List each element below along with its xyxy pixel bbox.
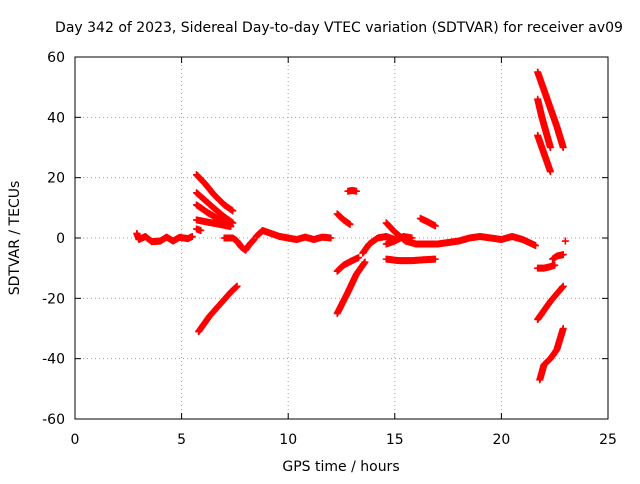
series-6 [195, 282, 241, 336]
data-point [559, 325, 567, 332]
x-tick-label: 25 [599, 432, 617, 448]
axes: 0 5 10 15 20 25 -60 -40 -20 0 20 40 60 [42, 50, 617, 448]
data-points [133, 68, 569, 384]
series-20 [534, 95, 554, 151]
data-point [346, 220, 354, 228]
y-tick-label: 60 [47, 50, 65, 66]
series-10 [333, 258, 369, 317]
series-22 [534, 282, 567, 323]
data-point [551, 261, 559, 269]
series-25 [549, 251, 567, 263]
data-point [233, 282, 241, 290]
data-point [431, 255, 439, 263]
x-axis-label: GPS time / hours [282, 459, 399, 475]
series-4 [193, 216, 235, 231]
y-tick-label: 20 [47, 171, 65, 187]
data-point [227, 223, 235, 231]
y-tick-label: -40 [42, 352, 65, 368]
series-16 [382, 232, 416, 248]
y-tick-label: 40 [47, 110, 65, 126]
series-0 [133, 229, 196, 246]
x-tick-label: 20 [492, 432, 510, 448]
x-tick-label: 5 [177, 432, 186, 448]
series-17 [416, 214, 439, 230]
y-axis-label: SDTVAR / TECUs [7, 181, 23, 296]
data-point [355, 254, 363, 262]
series-5 [193, 225, 205, 234]
data-point [188, 232, 196, 240]
y-tick-label: -60 [42, 412, 65, 428]
series-23 [536, 325, 567, 384]
series-9 [333, 210, 354, 228]
series-12 [344, 186, 360, 195]
data-point [532, 242, 540, 250]
y-tick-label: -20 [42, 291, 65, 307]
series-8 [252, 226, 335, 244]
series-15 [382, 255, 439, 265]
x-tick-label: 10 [279, 432, 297, 448]
data-point [561, 237, 569, 245]
data-point [352, 187, 360, 195]
data-point [546, 144, 554, 151]
series-19 [534, 68, 567, 151]
series-18 [412, 232, 540, 250]
x-tick-label: 0 [71, 432, 80, 448]
data-point [361, 258, 369, 266]
data-point [559, 282, 567, 290]
data-point [546, 168, 554, 176]
y-tick-label: 0 [56, 231, 65, 247]
data-point [229, 207, 237, 215]
series-11 [333, 254, 363, 275]
data-point [559, 144, 567, 151]
data-point [327, 234, 335, 242]
chart-title: Day 342 of 2023, Sidereal Day-to-day VTE… [55, 20, 623, 36]
series-24 [534, 261, 559, 272]
data-point [408, 234, 416, 242]
data-point [197, 226, 205, 234]
series-1 [193, 171, 237, 215]
data-point [559, 251, 567, 259]
x-tick-label: 15 [386, 432, 404, 448]
series-21 [534, 131, 554, 176]
series-7 [220, 234, 258, 254]
data-point [431, 222, 439, 230]
